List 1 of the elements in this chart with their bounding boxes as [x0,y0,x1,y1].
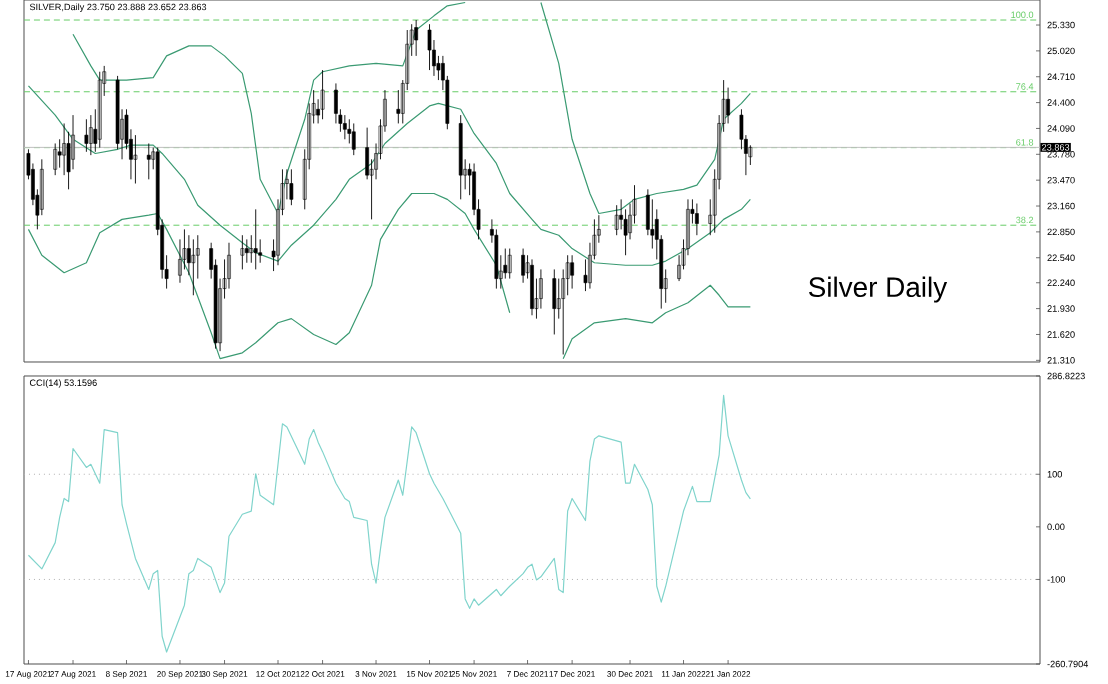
annotation: Silver Daily [808,276,948,303]
